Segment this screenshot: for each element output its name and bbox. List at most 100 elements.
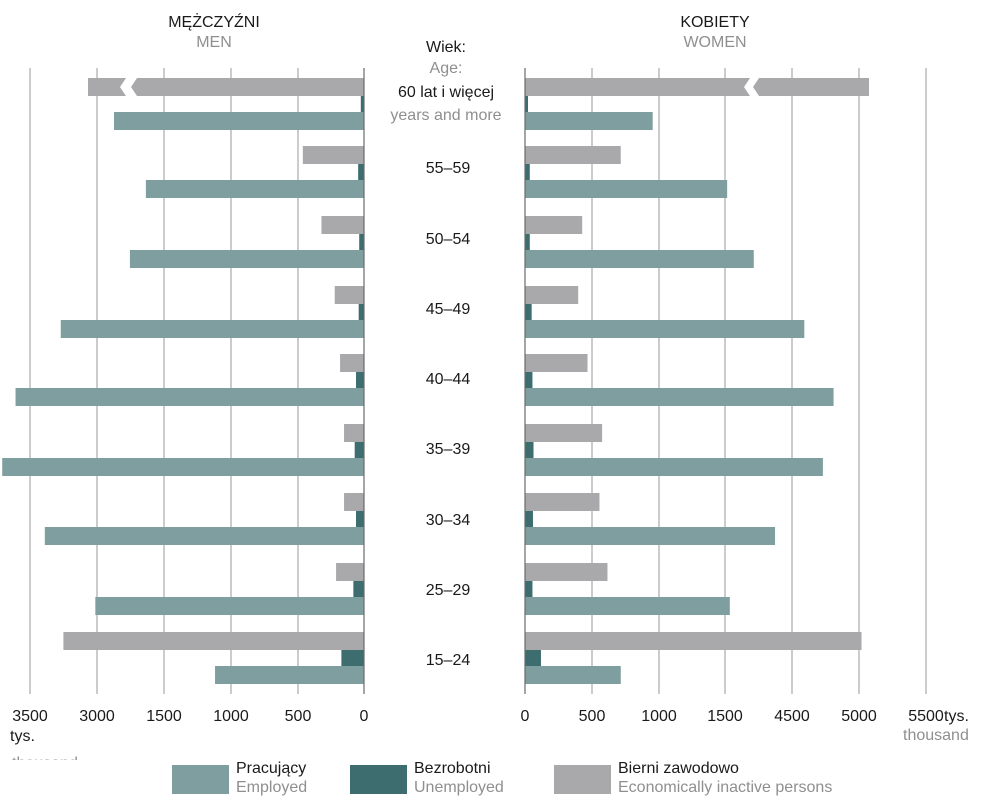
bar-women-inactive	[525, 286, 579, 304]
bar-women-employed	[525, 250, 754, 268]
bar-women-employed	[525, 666, 621, 684]
age-label: 55–59	[426, 160, 471, 177]
tick-label-left: 0	[360, 708, 369, 725]
tick-label-right: 500	[579, 708, 606, 725]
tick-label-left: 1000	[213, 708, 249, 725]
women-header: KOBIETY	[680, 14, 750, 31]
tick-label-left: 3000	[79, 708, 115, 725]
bar-men-inactive	[63, 632, 365, 650]
bar-men-inactive	[131, 78, 364, 96]
tick-label-right: 1000	[641, 708, 677, 725]
bar-men-unemployed	[341, 650, 364, 667]
age-group-labels: 60 lat i więcej years and more 55–59 50–54 4…	[390, 84, 501, 669]
bar-men-employed	[113, 112, 365, 130]
bar-women-unemployed	[525, 442, 534, 459]
bar-women-inactive	[525, 424, 603, 442]
bar-men-employed	[44, 527, 365, 545]
bar-men-inactive	[344, 493, 364, 511]
bar-women-inactive	[525, 563, 608, 581]
tick-label-right: 0	[521, 708, 530, 725]
bars	[2, 78, 869, 684]
age-header-en: Age:	[430, 60, 463, 77]
age-label: 60 lat i więcej	[398, 84, 494, 101]
legend-label: Bezrobotni Unemployed	[414, 759, 504, 797]
bar-women-inactive	[525, 632, 862, 650]
bar-men-employed	[15, 388, 364, 406]
legend-label-pl: Pracujący	[236, 760, 307, 777]
bar-women-inactive	[525, 216, 583, 234]
men-header: MĘŻCZYŹNI	[168, 12, 260, 31]
bar-women-employed	[525, 597, 730, 615]
women-header-en: WOMEN	[683, 34, 746, 51]
age-label: 15–24	[426, 652, 471, 669]
bar-men-inactive	[302, 146, 364, 164]
bar-women-inactive-break	[753, 78, 869, 96]
legend-label-en: Employed	[236, 779, 308, 796]
legend-swatch	[172, 765, 229, 794]
tick-labels: 3500 3000 1500 1000 500 0 0 500 1000 1500 4500 5000…	[12, 708, 944, 725]
legend-label: Bierni zawodowo Economically inactive per…	[618, 759, 832, 797]
bar-women-inactive	[525, 493, 600, 511]
bar-men-employed	[129, 250, 364, 268]
right-unit: tys.	[944, 708, 969, 725]
age-label: 45–49	[426, 301, 471, 318]
bar-women-employed	[525, 527, 776, 545]
left-unit-en: thousand	[12, 755, 78, 760]
bar-women-employed	[525, 320, 805, 338]
bar-men-unemployed	[358, 304, 364, 321]
bar-men-inactive	[340, 354, 364, 372]
bar-women-unemployed	[525, 304, 532, 321]
tick-label-right: 4500	[774, 708, 810, 725]
bar-men-unemployed	[358, 164, 364, 181]
age-header: Wiek:	[426, 39, 466, 56]
bar-men-employed	[2, 458, 365, 476]
population-pyramid-chart: MĘŻCZYŹNI MEN KOBIETY WOMEN Wiek: Age: 6…	[2, 12, 969, 760]
tick-label-left: 500	[285, 708, 312, 725]
tick-label-right: 1500	[707, 708, 743, 725]
legend-label-en: Economically inactive persons	[618, 779, 833, 796]
gridlines	[29, 68, 927, 694]
legend-label-pl: Bezrobotni	[414, 760, 491, 777]
axes	[363, 68, 526, 694]
tick-label-left: 1500	[146, 708, 182, 725]
bar-men-unemployed	[353, 581, 364, 598]
bar-women-unemployed	[525, 234, 530, 251]
text-labels: MĘŻCZYŹNI MEN KOBIETY WOMEN Wiek: Age: 6…	[10, 12, 969, 760]
bar-women-employed	[525, 180, 728, 198]
bar-women-unemployed	[525, 164, 530, 181]
tick-label-right: 5000	[841, 708, 877, 725]
bar-women-unemployed	[525, 650, 541, 667]
age-label: 30–34	[426, 512, 471, 529]
bar-women-inactive	[525, 146, 621, 164]
legend-label-pl: Bierni zawodowo	[618, 760, 739, 777]
age-label-en: years and more	[390, 107, 501, 124]
age-label: 35–39	[426, 441, 471, 458]
bar-men-inactive-break	[88, 78, 126, 96]
age-label: 40–44	[426, 371, 471, 388]
bar-women-unemployed	[525, 372, 533, 389]
bar-men-unemployed	[356, 511, 364, 528]
bar-women-inactive	[525, 78, 750, 96]
tick-label-left: 3500	[12, 708, 48, 725]
right-unit-en: thousand	[903, 727, 969, 744]
legend-swatch	[350, 765, 407, 794]
bar-men-unemployed	[354, 442, 364, 459]
age-label: 50–54	[426, 231, 471, 248]
bar-men-employed	[145, 180, 364, 198]
bar-men-employed	[60, 320, 364, 338]
tick-label-right: 5500	[908, 708, 944, 725]
bar-women-employed	[525, 458, 823, 476]
bar-men-employed	[215, 666, 364, 684]
bar-men-inactive	[344, 424, 364, 442]
bar-women-unemployed	[525, 581, 533, 598]
bar-men-employed	[95, 597, 364, 615]
legend-swatch	[554, 765, 611, 794]
legend-label: Pracujący Employed	[236, 759, 307, 797]
bar-men-unemployed	[360, 96, 364, 113]
bar-men-unemployed	[359, 234, 364, 251]
bar-women-unemployed	[525, 96, 528, 113]
bar-women-inactive	[525, 354, 588, 372]
left-unit: tys.	[10, 728, 35, 745]
bar-women-employed	[525, 388, 834, 406]
bar-men-inactive	[321, 216, 364, 234]
